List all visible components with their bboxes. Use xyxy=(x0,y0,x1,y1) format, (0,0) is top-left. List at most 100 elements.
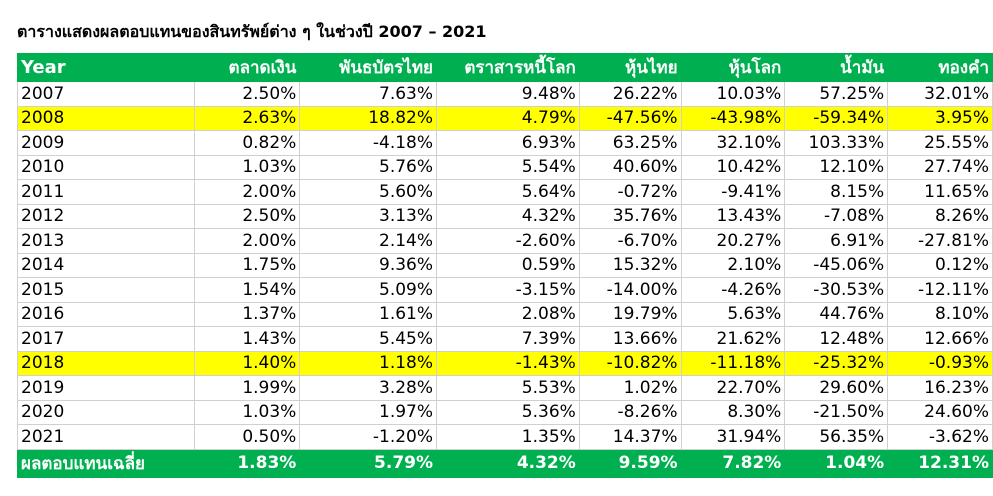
return-cell: 2.00% xyxy=(193,179,301,205)
year-cell: 2014 xyxy=(17,252,195,278)
return-cell: -27.81% xyxy=(887,228,993,254)
return-cell: 1.43% xyxy=(193,326,301,352)
return-cell: 27.74% xyxy=(887,154,993,180)
average-cell: 12.31% xyxy=(887,448,993,478)
return-cell: 1.99% xyxy=(193,375,301,401)
return-cell: 4.32% xyxy=(436,203,580,229)
return-cell: -3.62% xyxy=(887,424,993,450)
return-cell: 3.95% xyxy=(887,105,993,131)
return-cell: 8.26% xyxy=(887,203,993,229)
return-cell: 7.63% xyxy=(299,81,438,107)
return-cell: 2.50% xyxy=(193,81,301,107)
return-cell: -1.43% xyxy=(436,350,580,376)
return-cell: -25.32% xyxy=(784,350,889,376)
return-cell: -4.18% xyxy=(299,130,438,156)
table-row: 2010 1.03% 5.76% 5.54% 40.60% 10.42% 12.10% 27.… xyxy=(17,154,993,180)
return-cell: -45.06% xyxy=(784,252,889,278)
return-cell: 2.08% xyxy=(436,301,580,327)
return-cell: 15.32% xyxy=(578,252,682,278)
return-cell: 103.33% xyxy=(784,130,889,156)
return-cell: 1.54% xyxy=(193,277,301,303)
return-cell: 12.48% xyxy=(784,326,889,352)
return-cell: 6.91% xyxy=(784,228,889,254)
return-cell: 1.37% xyxy=(193,301,301,327)
return-cell: -11.18% xyxy=(680,350,786,376)
year-cell: 2010 xyxy=(17,154,195,180)
return-cell: 0.50% xyxy=(193,424,301,450)
year-cell: 2016 xyxy=(17,301,195,327)
return-cell: 35.76% xyxy=(578,203,682,229)
average-cell: 1.04% xyxy=(784,448,889,478)
return-cell: -12.11% xyxy=(887,277,993,303)
year-cell: 2007 xyxy=(17,81,195,107)
return-cell: 5.09% xyxy=(299,277,438,303)
table-row: 2018 1.40% 1.18% -1.43% -10.82% -11.18% -25.32… xyxy=(17,350,993,376)
column-header: น้ำมัน xyxy=(784,53,889,82)
return-cell: 44.76% xyxy=(784,301,889,327)
return-cell: 2.10% xyxy=(680,252,786,278)
return-cell: 1.03% xyxy=(193,399,301,425)
table-row: 2017 1.43% 5.45% 7.39% 13.66% 21.62% 12.48% 12.… xyxy=(17,326,993,352)
year-cell: 2021 xyxy=(17,424,195,450)
return-cell: 1.35% xyxy=(436,424,580,450)
column-header: ตลาดเงิน xyxy=(193,53,301,82)
return-cell: 20.27% xyxy=(680,228,786,254)
average-cell: 1.83% xyxy=(193,448,301,478)
returns-table: Year ตลาดเงิน พันธบัตรไทย ตราสารหนี้โลก หุ้น… xyxy=(17,53,993,478)
return-cell: -14.00% xyxy=(578,277,682,303)
return-cell: 3.13% xyxy=(299,203,438,229)
return-cell: 9.48% xyxy=(436,81,580,107)
return-cell: 14.37% xyxy=(578,424,682,450)
return-cell: 8.10% xyxy=(887,301,993,327)
return-cell: 2.63% xyxy=(193,105,301,131)
year-cell: 2009 xyxy=(17,130,195,156)
return-cell: 1.75% xyxy=(193,252,301,278)
return-cell: -6.70% xyxy=(578,228,682,254)
year-cell: 2013 xyxy=(17,228,195,254)
return-cell: 1.03% xyxy=(193,154,301,180)
return-cell: -59.34% xyxy=(784,105,889,131)
column-header: ตราสารหนี้โลก xyxy=(436,53,580,82)
return-cell: -9.41% xyxy=(680,179,786,205)
return-cell: 25.55% xyxy=(887,130,993,156)
return-cell: 0.59% xyxy=(436,252,580,278)
table-row: 2012 2.50% 3.13% 4.32% 35.76% 13.43% -7.08% 8.2… xyxy=(17,203,993,229)
return-cell: 32.10% xyxy=(680,130,786,156)
average-cell: 5.79% xyxy=(299,448,438,478)
return-cell: 32.01% xyxy=(887,81,993,107)
return-cell: 29.60% xyxy=(784,375,889,401)
table-row: 2020 1.03% 1.97% 5.36% -8.26% 8.30% -21.50% 24.… xyxy=(17,399,993,425)
return-cell: -4.26% xyxy=(680,277,786,303)
return-cell: 22.70% xyxy=(680,375,786,401)
return-cell: 0.82% xyxy=(193,130,301,156)
return-cell: -43.98% xyxy=(680,105,786,131)
return-cell: -2.60% xyxy=(436,228,580,254)
return-cell: 1.02% xyxy=(578,375,682,401)
return-cell: 57.25% xyxy=(784,81,889,107)
average-row: ผลตอบแทนเฉลี่ย 1.83% 5.79% 4.32% 9.59% 7.82% 1… xyxy=(17,448,993,478)
return-cell: 4.79% xyxy=(436,105,580,131)
return-cell: 7.39% xyxy=(436,326,580,352)
table-row: 2013 2.00% 2.14% -2.60% -6.70% 20.27% 6.91% -27… xyxy=(17,228,993,254)
return-cell: 5.60% xyxy=(299,179,438,205)
return-cell: 5.45% xyxy=(299,326,438,352)
return-cell: 9.36% xyxy=(299,252,438,278)
table-row: 2014 1.75% 9.36% 0.59% 15.32% 2.10% -45.06% 0.1… xyxy=(17,252,993,278)
return-cell: 6.93% xyxy=(436,130,580,156)
table-row: 2011 2.00% 5.60% 5.64% -0.72% -9.41% 8.15% 11.6… xyxy=(17,179,993,205)
return-cell: 21.62% xyxy=(680,326,786,352)
return-cell: 3.28% xyxy=(299,375,438,401)
return-cell: -21.50% xyxy=(784,399,889,425)
average-cell: 9.59% xyxy=(578,448,682,478)
return-cell: 12.66% xyxy=(887,326,993,352)
return-cell: 19.79% xyxy=(578,301,682,327)
table-row: 2019 1.99% 3.28% 5.53% 1.02% 22.70% 29.60% 16.2… xyxy=(17,375,993,401)
average-cell: 7.82% xyxy=(680,448,786,478)
year-cell: 2012 xyxy=(17,203,195,229)
table-row: 2008 2.63% 18.82% 4.79% -47.56% -43.98% -59.34… xyxy=(17,105,993,131)
return-cell: 10.03% xyxy=(680,81,786,107)
average-cell: 4.32% xyxy=(436,448,580,478)
table-header-row: Year ตลาดเงิน พันธบัตรไทย ตราสารหนี้โลก หุ้น… xyxy=(17,53,993,82)
return-cell: -0.72% xyxy=(578,179,682,205)
year-cell: 2011 xyxy=(17,179,195,205)
